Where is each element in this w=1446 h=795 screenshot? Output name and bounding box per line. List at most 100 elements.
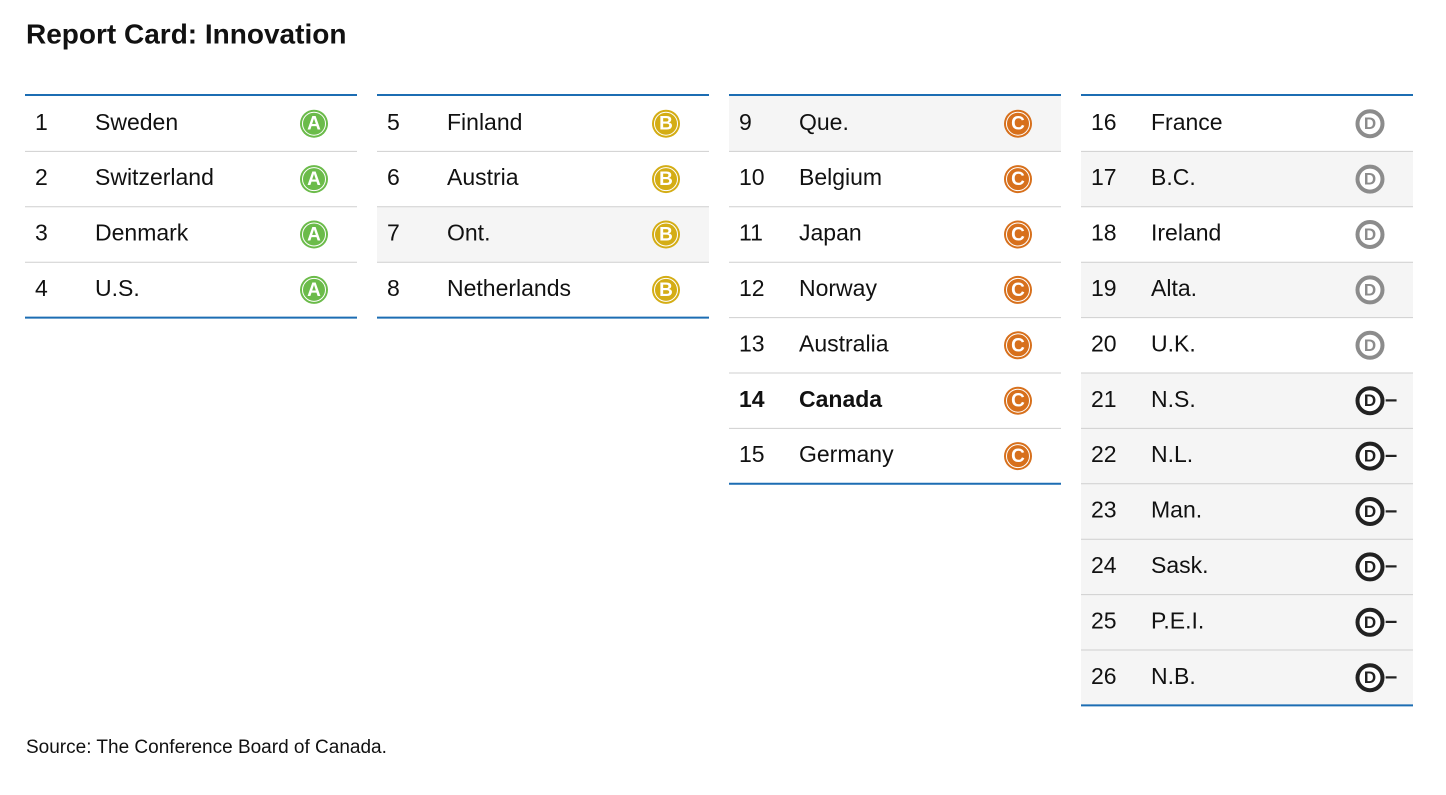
- grade-badge: [652, 275, 680, 304]
- name: Ireland: [1151, 220, 1221, 246]
- grade-badge: [1355, 109, 1385, 139]
- grade: C: [1011, 446, 1025, 467]
- grade-badge: [1355, 497, 1385, 526]
- grade-badge: [1355, 330, 1385, 360]
- grade-badge-ring: [654, 167, 678, 192]
- grade: B: [659, 114, 673, 135]
- name: Denmark: [95, 220, 189, 246]
- name: N.S.: [1151, 386, 1196, 412]
- name: Australia: [799, 330, 889, 356]
- rank: 18: [1091, 220, 1117, 246]
- grade: B: [659, 169, 673, 190]
- grade: D: [1364, 502, 1376, 521]
- grade-badge: [1004, 331, 1032, 360]
- name: Belgium: [799, 164, 882, 190]
- grade: D: [1364, 613, 1376, 632]
- grade: C: [1011, 225, 1025, 246]
- name: N.B.: [1151, 663, 1196, 689]
- grade-suffix: –: [1385, 497, 1397, 522]
- grade: A: [307, 114, 321, 135]
- rank: 12: [739, 275, 765, 301]
- name: Austria: [447, 164, 519, 190]
- name: Switzerland: [95, 164, 214, 190]
- rank: 7: [387, 220, 400, 246]
- grade-badge: [1355, 441, 1385, 471]
- rank: 21: [1091, 386, 1117, 412]
- grade-badge-ring: [302, 222, 326, 247]
- name: France: [1151, 109, 1223, 135]
- grade: C: [1011, 114, 1025, 135]
- grade-badge: [652, 165, 680, 194]
- rank: 3: [35, 220, 48, 246]
- grade-badge: [1004, 109, 1032, 138]
- grade-badge-ring: [302, 167, 326, 192]
- name: B.C.: [1151, 164, 1196, 190]
- grade-badge: [1355, 552, 1385, 582]
- rank: 6: [387, 164, 400, 190]
- rank: 5: [387, 109, 400, 135]
- grade: B: [659, 225, 673, 246]
- grade: C: [1011, 169, 1025, 190]
- grade-badge-ring: [1006, 444, 1030, 469]
- name: Finland: [447, 109, 522, 135]
- grade-badge: [1004, 220, 1032, 249]
- rank: 1: [35, 109, 48, 135]
- rank: 13: [739, 330, 765, 356]
- name: Man.: [1151, 497, 1202, 523]
- grade-badge-ring: [1006, 277, 1030, 302]
- grade: B: [659, 280, 673, 301]
- grade: D: [1364, 557, 1376, 576]
- grade-suffix: –: [1385, 664, 1397, 689]
- name: Germany: [799, 441, 894, 467]
- grade: A: [307, 225, 321, 246]
- name: Que.: [799, 109, 849, 135]
- rank: 11: [739, 220, 763, 246]
- name: U.K.: [1151, 330, 1196, 356]
- grade-badge: [1355, 607, 1385, 637]
- rank: 4: [35, 275, 48, 301]
- grade-badge: [1004, 275, 1032, 304]
- grade: C: [1011, 391, 1025, 412]
- rank: 22: [1091, 441, 1117, 467]
- rank: 2: [35, 164, 48, 190]
- grade: D: [1364, 668, 1376, 687]
- grade-badge: [1004, 165, 1032, 194]
- grade-badge: [300, 275, 328, 304]
- grade-badge: [652, 109, 680, 138]
- grade-badge-ring: [654, 222, 678, 247]
- name: Alta.: [1151, 275, 1197, 301]
- name: Netherlands: [447, 275, 571, 301]
- grade: D: [1364, 114, 1376, 133]
- grade-badge-ring: [302, 111, 326, 136]
- grade-badge-ring: [654, 277, 678, 302]
- name: Sask.: [1151, 552, 1209, 578]
- grade-badge-ring: [1006, 388, 1030, 413]
- grade: C: [1011, 280, 1025, 301]
- name: Sweden: [95, 109, 178, 135]
- grade-badge: [1004, 442, 1032, 471]
- name: N.L.: [1151, 441, 1193, 467]
- grade: C: [1011, 335, 1025, 356]
- rank: 24: [1091, 552, 1117, 578]
- grade-badge: [300, 220, 328, 249]
- grade-badge: [1004, 386, 1032, 415]
- grade: A: [307, 280, 321, 301]
- grade-badge-ring: [1006, 333, 1030, 358]
- name: Ont.: [447, 220, 490, 246]
- grade: D: [1364, 225, 1376, 244]
- name: Norway: [799, 275, 877, 301]
- grade: A: [307, 169, 321, 190]
- grade-badge: [652, 220, 680, 249]
- rank: 10: [739, 164, 765, 190]
- title: Report Card: Innovation: [26, 18, 346, 49]
- grade-suffix: –: [1385, 442, 1397, 467]
- grade-badge: [1355, 164, 1385, 194]
- grade-badge: [1355, 663, 1385, 693]
- rank: 17: [1091, 164, 1117, 190]
- grade: D: [1364, 280, 1376, 299]
- grade-badge-ring: [1006, 167, 1030, 192]
- rank: 26: [1091, 663, 1117, 689]
- name: Japan: [799, 220, 862, 246]
- rank: 16: [1091, 109, 1117, 135]
